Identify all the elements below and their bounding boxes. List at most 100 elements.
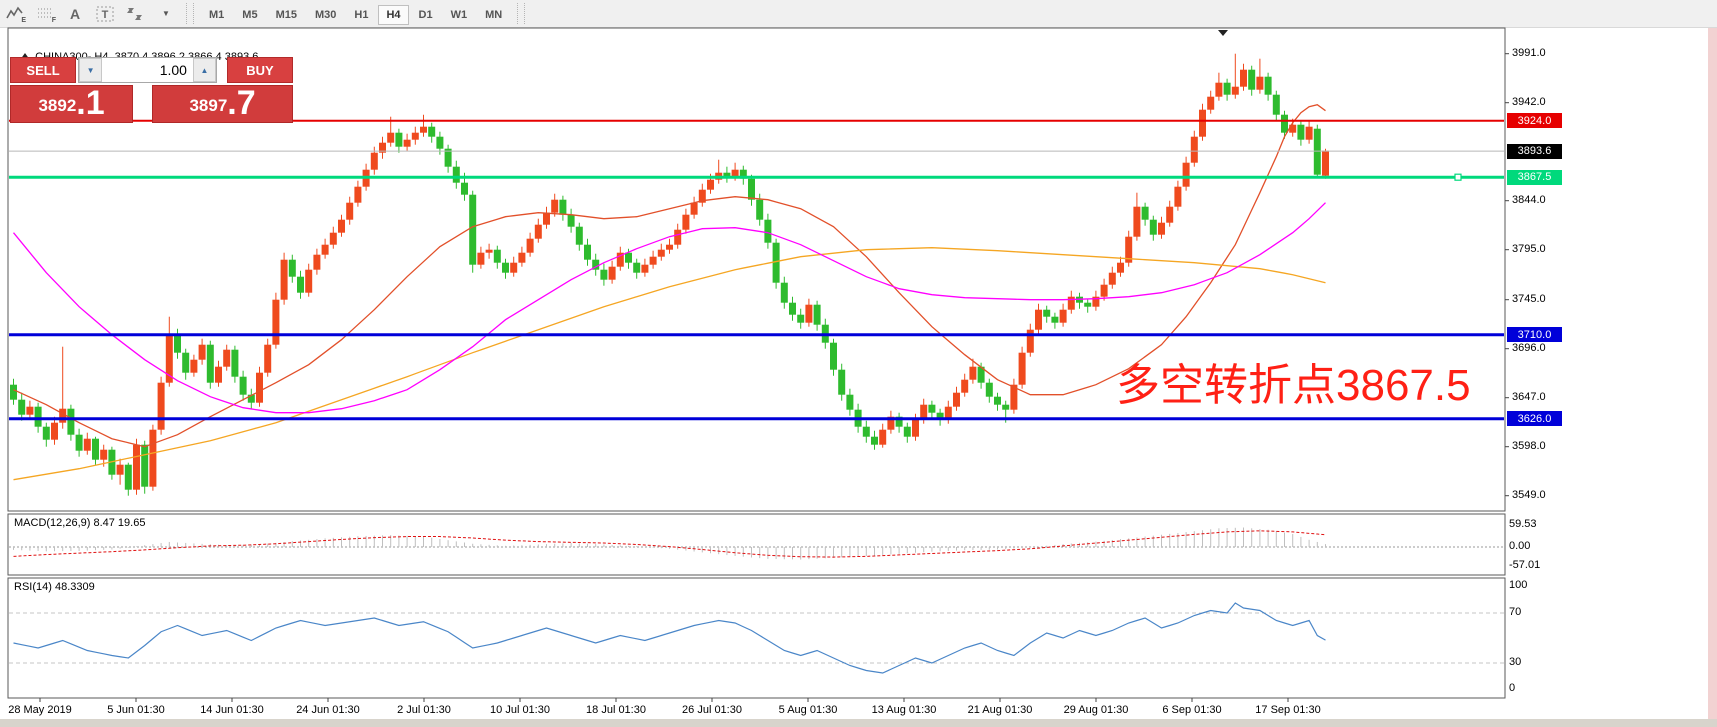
candle-body — [1231, 86, 1239, 95]
candle-body — [165, 334, 173, 383]
timeframe-button-w1[interactable]: W1 — [450, 8, 468, 21]
candle-body — [1313, 128, 1321, 175]
text-label-icon[interactable]: A — [69, 5, 81, 22]
candle-body — [756, 199, 764, 220]
sell-price-frac: .1 — [76, 84, 105, 122]
candle-body — [1133, 206, 1141, 237]
timeframe-button-h4[interactable]: H4 — [378, 4, 409, 25]
time-axis-label: 14 Jun 01:30 — [200, 704, 264, 716]
chart-shift-marker-icon[interactable] — [1218, 30, 1228, 36]
time-axis-label: 29 Aug 01:30 — [1063, 704, 1129, 716]
pivot-line-handle[interactable] — [1454, 173, 1462, 181]
candle-body — [953, 392, 960, 407]
candle-body — [600, 269, 608, 280]
timeframe-button-m5[interactable]: M5 — [242, 8, 258, 21]
candle-body — [280, 259, 288, 300]
candle-body — [1174, 186, 1182, 207]
candle-body — [772, 242, 780, 283]
candle-body — [895, 416, 903, 427]
candle-body — [1084, 302, 1092, 307]
candle-body — [272, 299, 280, 345]
candle-body — [51, 422, 58, 440]
ma-mid-line — [13, 247, 1326, 481]
candle-body — [510, 262, 518, 273]
volume-increase-button[interactable]: ▲ — [192, 58, 216, 82]
candle-body — [551, 199, 559, 213]
chevron-down-icon[interactable]: ▼ — [162, 9, 170, 18]
ma-fast-line — [13, 103, 1326, 448]
candle-body — [206, 344, 214, 383]
price-axis-label: 3844.0 — [1512, 193, 1546, 206]
candle-body — [502, 262, 509, 273]
volume-input[interactable]: 1.00 — [159, 62, 187, 78]
candle-body — [59, 408, 67, 423]
candle-body — [616, 252, 624, 267]
timeframe-button-d1[interactable]: D1 — [418, 8, 433, 21]
candle-body — [748, 178, 755, 200]
candle-body — [977, 366, 985, 383]
sell-price-panel[interactable]: 3892.1 — [10, 84, 134, 123]
candle-body — [1002, 404, 1010, 410]
grid-icon-sub: F — [51, 17, 56, 24]
candle-body — [928, 404, 936, 413]
timeframe-button-m15[interactable]: M15 — [275, 8, 297, 21]
buy-button[interactable]: BUY — [226, 57, 293, 83]
timeframe-button-m1[interactable]: M1 — [209, 8, 225, 21]
candle-body — [592, 259, 600, 270]
indicators-icon[interactable]: E — [2, 3, 28, 24]
candle-body — [633, 262, 641, 273]
time-axis-label: 24 Jun 01:30 — [296, 704, 360, 716]
price-badge: 3924.0 — [1507, 113, 1562, 129]
candlestick-plot[interactable] — [10, 53, 1329, 496]
rsi-scale-label: 30 — [1509, 656, 1522, 668]
candle-body — [789, 302, 796, 315]
candle-body — [297, 276, 304, 293]
candle-body — [461, 182, 468, 195]
collapse-triangle-icon[interactable] — [20, 53, 31, 60]
time-axis-label: 21 Aug 01:30 — [967, 704, 1033, 716]
rsi-scale-label: 100 — [1509, 579, 1528, 591]
sell-button[interactable]: SELL — [10, 57, 77, 83]
timeframe-button-m30[interactable]: M30 — [314, 8, 337, 21]
candle-body — [625, 252, 632, 263]
candle-body — [321, 244, 329, 255]
candle-body — [698, 189, 706, 203]
timeframe-group: M1 M5 M15 M30 H1 H4 D1 W1 MN — [200, 4, 511, 25]
candle-body — [493, 249, 501, 263]
rsi-scale-label: 0 — [1509, 682, 1516, 694]
candle-body — [813, 304, 821, 325]
candle-body — [805, 304, 813, 323]
candle-body — [1067, 296, 1075, 310]
candle-body — [190, 359, 198, 373]
candle-body — [838, 369, 846, 395]
volume-decrease-button[interactable]: ▼ — [79, 58, 103, 82]
candle-body — [420, 126, 427, 133]
candle-body — [559, 199, 567, 215]
candle-body — [1125, 236, 1133, 263]
candle-body — [830, 342, 837, 370]
window-right-edge[interactable] — [1708, 28, 1717, 719]
time-axis-label: 17 Sep 01:30 — [1255, 704, 1321, 716]
buy-price-main: 3897 — [189, 96, 228, 115]
price-axis-label: 3598.0 — [1512, 439, 1546, 452]
timeframe-button-h1[interactable]: H1 — [354, 8, 369, 21]
time-axis-label: 6 Sep 01:30 — [1162, 704, 1222, 716]
time-axis-label: 10 Jul 01:30 — [490, 704, 550, 716]
text-box-icon[interactable]: T — [92, 3, 118, 24]
timeframe-button-mn[interactable]: MN — [485, 8, 503, 21]
candle-body — [903, 426, 911, 437]
candle-body — [641, 264, 649, 273]
candle-body — [674, 229, 682, 245]
candle-body — [1141, 206, 1149, 220]
candle-body — [1059, 309, 1067, 323]
candle-body — [436, 136, 444, 149]
candle-body — [764, 219, 772, 243]
candle-body — [247, 394, 255, 403]
pivot-annotation-text[interactable]: 多空转折点3867.5 — [1116, 361, 1471, 410]
grid-icon[interactable]: F — [32, 3, 58, 24]
candle-body — [969, 366, 977, 380]
candle-body — [739, 169, 747, 179]
buy-price-panel[interactable]: 3897.7 — [152, 85, 293, 123]
sort-arrows-icon[interactable] — [122, 3, 148, 24]
